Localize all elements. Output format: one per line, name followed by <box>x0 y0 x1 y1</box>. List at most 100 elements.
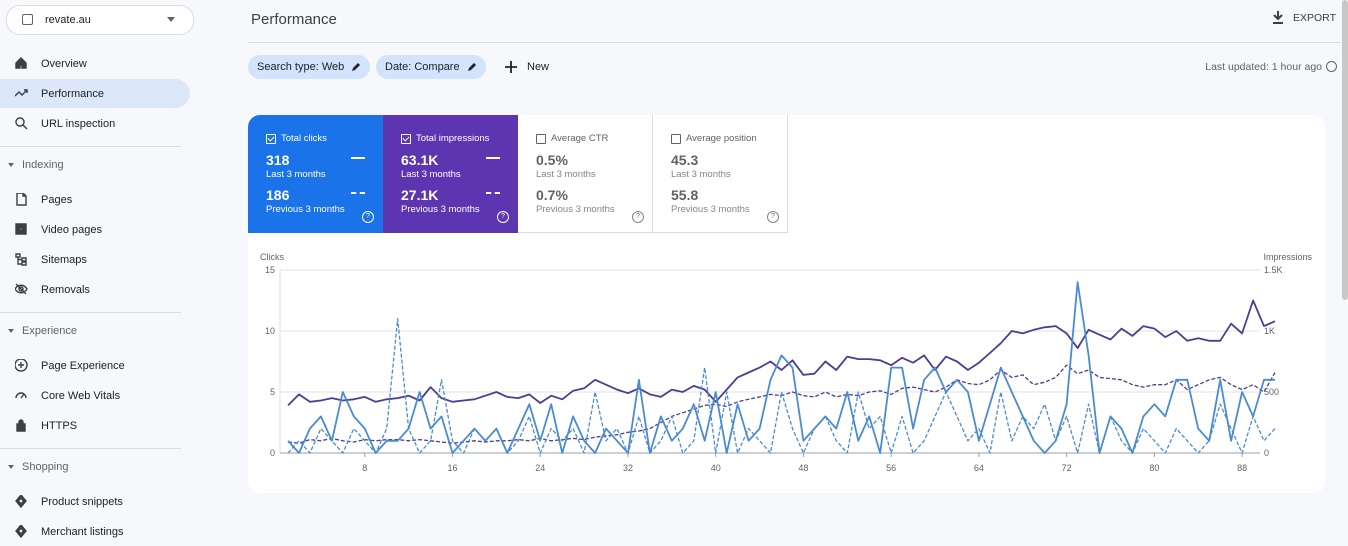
section-header[interactable]: Shopping <box>8 461 69 473</box>
nav-label: URL inspection <box>41 117 116 130</box>
period-label: Previous 3 months <box>401 204 480 215</box>
series-line <box>287 364 1276 444</box>
caret <box>8 163 14 168</box>
series-line <box>287 281 1275 454</box>
series-line <box>287 318 1276 454</box>
nav-item[interactable]: Core Web Vitals <box>0 381 190 410</box>
x-tick-label: 16 <box>447 463 457 473</box>
nav-item[interactable]: HTTPS <box>0 411 190 440</box>
new-label: New <box>527 61 550 73</box>
metric-previous: 186 <box>266 187 290 203</box>
dashed-legend <box>486 192 500 194</box>
nav-label: Pages <box>41 193 73 206</box>
nav-label: Page Experience <box>41 359 125 372</box>
dropdown-arrow <box>167 17 175 22</box>
nav-item[interactable]: Page Experience <box>0 351 190 380</box>
y2-tick-label: 0 <box>1264 448 1269 458</box>
nav-item[interactable]: Performance <box>0 79 190 108</box>
x-tick-label: 72 <box>1062 463 1072 473</box>
check <box>402 134 410 142</box>
icon-shape <box>15 495 27 508</box>
y-axis-label: Clicks <box>260 252 284 262</box>
nav-item[interactable]: Overview <box>0 49 190 78</box>
page-title: Performance <box>251 11 337 28</box>
nav-icon <box>15 525 27 538</box>
period-label: Last 3 months <box>671 169 731 180</box>
export-button[interactable]: EXPORT <box>1270 10 1340 28</box>
icon-shape <box>15 283 28 295</box>
y-tick-label: 10 <box>265 326 275 336</box>
nav-label: Sitemaps <box>41 253 87 266</box>
checkbox <box>401 134 411 144</box>
nav-icon <box>15 117 28 130</box>
solid-legend <box>486 157 500 159</box>
nav-label: HTTPS <box>41 419 78 432</box>
y2-tick-label: 1.5K <box>1264 265 1283 275</box>
nav-icon <box>15 359 28 372</box>
nav-item[interactable]: Pages <box>0 185 190 214</box>
nav-icon <box>16 193 27 206</box>
help-icon: ? <box>767 211 779 223</box>
icon-shape <box>15 253 27 266</box>
icon-shape <box>15 117 28 130</box>
help-icon[interactable] <box>1326 61 1337 72</box>
chip-label: Search type: Web <box>257 61 345 73</box>
x-tick-label: 8 <box>362 463 367 473</box>
metric-current: 0.5% <box>536 152 568 168</box>
nav-icon <box>15 283 28 295</box>
section-header[interactable]: Experience <box>8 325 77 337</box>
section-title: Shopping <box>22 461 69 473</box>
x-tick-label: 64 <box>974 463 984 473</box>
nav-icon <box>15 57 27 69</box>
chip-label: Date: Compare <box>385 61 460 73</box>
icon-shape <box>352 63 361 71</box>
metric-card[interactable]: Average CTR 0.5% Last 3 months 0.7% Previous… <box>518 115 653 233</box>
nav-item[interactable]: Merchant listings <box>0 517 190 546</box>
nav-label: Product snippets <box>41 495 123 508</box>
metric-card[interactable]: Total clicks 318 Last 3 months 186 Previous … <box>248 115 383 233</box>
metric-current: 45.3 <box>671 152 699 168</box>
divider <box>0 448 181 449</box>
divider <box>0 146 181 147</box>
metric-previous: 0.7% <box>536 187 568 203</box>
metric-label: Total clicks <box>281 133 327 144</box>
last-updated: Last updated: 1 hour ago <box>1205 61 1322 73</box>
property-name: revate.au <box>45 14 91 26</box>
filter-chip[interactable]: Search type: Web <box>248 55 371 79</box>
series-line <box>287 299 1276 407</box>
metric-label: Total impressions <box>416 133 490 144</box>
help-icon: ? <box>362 211 374 223</box>
icon-shape <box>15 392 27 399</box>
x-tick-label: 56 <box>886 463 896 473</box>
nav-label: Overview <box>41 57 87 70</box>
nav-item[interactable]: URL inspection <box>0 109 190 138</box>
filter-chip[interactable]: Date: Compare <box>376 55 486 79</box>
nav-label: Performance <box>41 87 104 100</box>
checkbox <box>266 134 276 144</box>
y2-axis-label: Impressions <box>1263 252 1312 262</box>
period-label: Previous 3 months <box>671 204 750 215</box>
nav-item[interactable]: Removals <box>0 275 190 304</box>
scrollbar <box>1342 0 1348 300</box>
section-header[interactable]: Indexing <box>8 159 64 171</box>
check <box>267 134 275 142</box>
edit-icon <box>352 63 361 71</box>
nav-icon <box>16 419 26 432</box>
metric-card[interactable]: Average position 45.3 Last 3 months 55.8 Pre… <box>653 115 788 233</box>
section-title: Indexing <box>22 159 64 171</box>
property-selector[interactable]: revate.au <box>6 5 194 35</box>
nav-item[interactable]: Sitemaps <box>0 245 190 274</box>
metric-previous: 27.1K <box>401 187 439 203</box>
y2-tick-label: 1K <box>1264 326 1275 336</box>
nav-item[interactable]: Product snippets <box>0 487 190 516</box>
x-tick-label: 40 <box>711 463 721 473</box>
metric-current: 318 <box>266 152 290 168</box>
period-label: Previous 3 months <box>536 204 615 215</box>
nav-item[interactable]: Video pages <box>0 215 190 244</box>
nav-icon <box>15 253 27 266</box>
edit-icon <box>467 63 476 71</box>
metric-card[interactable]: Total impressions 63.1K Last 3 months 27.1K… <box>383 115 518 233</box>
nav-label: Video pages <box>41 223 102 236</box>
new-filter[interactable]: New <box>503 58 563 76</box>
